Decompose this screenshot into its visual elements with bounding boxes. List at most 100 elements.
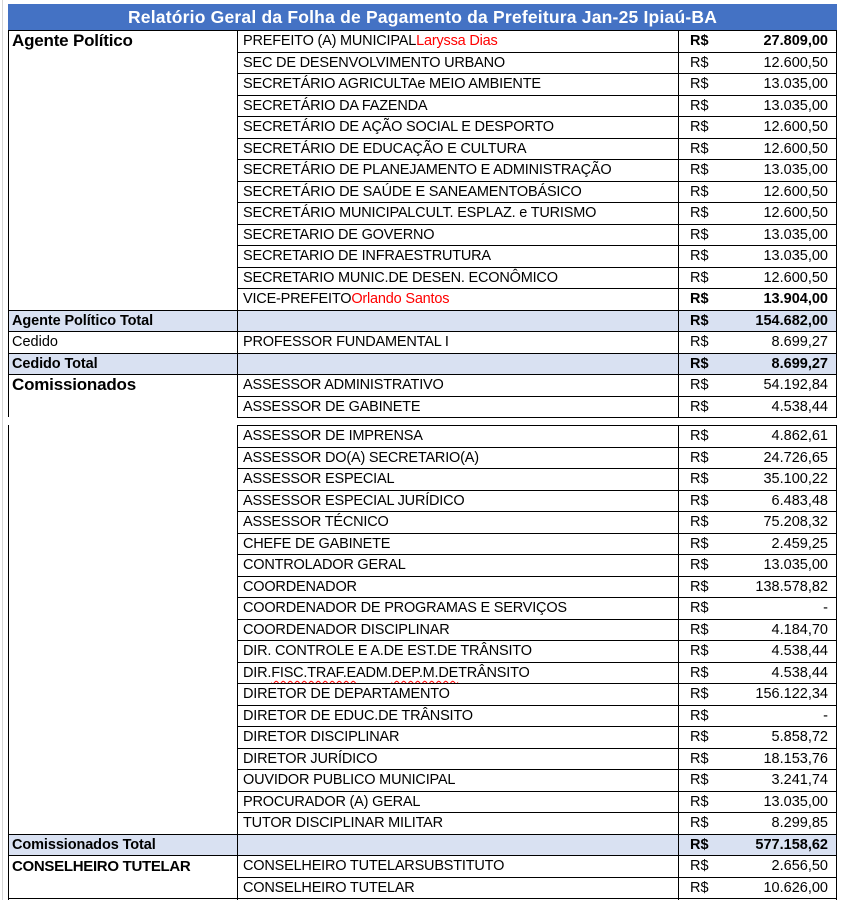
category-cell[interactable]: Cedido [8, 331, 237, 353]
amount-cell[interactable]: R$ 4.862,61 [678, 425, 837, 447]
category-cell[interactable] [8, 812, 237, 834]
position-cell[interactable] [237, 309, 678, 331]
amount-cell[interactable]: R$ 54.192,84 [678, 374, 837, 396]
category-cell[interactable] [8, 425, 237, 447]
category-cell[interactable] [8, 790, 237, 812]
amount-cell[interactable]: R$ 8.299,85 [678, 812, 837, 834]
position-cell[interactable]: TUTOR DISCIPLINAR MILITAR [237, 812, 678, 834]
position-cell[interactable]: ASSESSOR ESPECIAL JURÍDICO [237, 489, 678, 511]
amount-cell[interactable]: R$ 12.600,50 [678, 202, 837, 224]
amount-cell[interactable]: R$ 2.656,50 [678, 855, 837, 877]
category-cell[interactable] [8, 116, 237, 138]
category-cell[interactable] [8, 51, 237, 73]
report-title[interactable]: Relatório Geral da Folha de Pagamento da… [8, 4, 837, 30]
position-cell[interactable]: CONSELHEIRO TUTELARSUBSTITUTO [237, 855, 678, 877]
category-cell[interactable] [8, 468, 237, 490]
category-cell[interactable] [8, 575, 237, 597]
position-cell[interactable]: ASSESSOR DE IMPRENSA [237, 425, 678, 447]
position-cell[interactable]: SECRETÁRIO DE AÇÃO SOCIAL E DESPORTO [237, 116, 678, 138]
amount-cell[interactable]: R$ 10.626,00 [678, 876, 837, 898]
position-cell[interactable]: CHEFE DE GABINETE [237, 532, 678, 554]
category-cell[interactable] [8, 180, 237, 202]
position-cell[interactable]: SECRETARIO DE INFRAESTRUTURA [237, 245, 678, 267]
amount-cell[interactable]: R$ 13.035,00 [678, 223, 837, 245]
position-cell[interactable]: SEC DE DESENVOLVIMENTO URBANO [237, 51, 678, 73]
category-cell[interactable] [8, 202, 237, 224]
amount-cell[interactable]: R$ 13.035,00 [678, 790, 837, 812]
position-cell[interactable]: SECRETÁRIO DE PLANEJAMENTO E ADMINISTRAÇ… [237, 159, 678, 181]
amount-cell[interactable]: R$ - [678, 597, 837, 619]
amount-cell[interactable]: R$ 4.538,44 [678, 661, 837, 683]
position-cell[interactable]: SECRETARIO DE GOVERNO [237, 223, 678, 245]
category-cell[interactable] [8, 704, 237, 726]
amount-cell[interactable]: R$ 12.600,50 [678, 266, 837, 288]
category-cell[interactable] [8, 747, 237, 769]
position-cell[interactable]: ASSESSOR TÉCNICO [237, 511, 678, 533]
amount-cell[interactable]: R$ - [678, 704, 837, 726]
category-cell[interactable]: Comissionados [8, 374, 237, 396]
category-cell[interactable]: Cedido Total [8, 352, 237, 374]
amount-cell[interactable]: R$ 13.035,00 [678, 245, 837, 267]
position-cell[interactable]: SECRETÁRIO AGRICULTAe MEIO AMBIENTE [237, 73, 678, 95]
category-cell[interactable] [8, 726, 237, 748]
category-cell[interactable]: Agente Político Total [8, 309, 237, 331]
category-cell[interactable] [8, 683, 237, 705]
position-cell[interactable]: COORDENADOR DE PROGRAMAS E SERVIÇOS [237, 597, 678, 619]
category-cell[interactable] [8, 395, 237, 417]
amount-cell[interactable]: R$ 4.538,44 [678, 395, 837, 417]
position-cell[interactable]: COORDENADOR DISCIPLINAR [237, 618, 678, 640]
category-cell[interactable] [8, 73, 237, 95]
position-cell[interactable]: DIRETOR DISCIPLINAR [237, 726, 678, 748]
category-cell[interactable] [8, 159, 237, 181]
category-cell[interactable] [8, 618, 237, 640]
amount-cell[interactable]: R$ 156.122,34 [678, 683, 837, 705]
amount-cell[interactable]: R$ 13.035,00 [678, 73, 837, 95]
category-cell[interactable] [8, 640, 237, 662]
position-cell[interactable]: DIRETOR DE EDUC.DE TRÂNSITO [237, 704, 678, 726]
amount-cell[interactable]: R$ 24.726,65 [678, 446, 837, 468]
position-cell[interactable]: SECRETÁRIO MUNICIPALCULT. ESPLAZ. e TURI… [237, 202, 678, 224]
category-cell[interactable] [8, 876, 237, 898]
amount-cell[interactable]: R$ 6.483,48 [678, 489, 837, 511]
position-cell[interactable]: PREFEITO (A) MUNICIPAL Laryssa Dias [237, 30, 678, 52]
position-cell[interactable]: SECRETÁRIO DE EDUCAÇÃO E CULTURA [237, 137, 678, 159]
amount-cell[interactable]: R$ 4.538,44 [678, 640, 837, 662]
amount-cell[interactable]: R$ 2.459,25 [678, 532, 837, 554]
position-cell[interactable]: VICE-PREFEITO Orlando Santos [237, 288, 678, 310]
category-cell[interactable]: CONSELHEIRO TUTELAR [8, 855, 237, 877]
position-cell[interactable]: CONTROLADOR GERAL [237, 554, 678, 576]
category-cell[interactable] [8, 245, 237, 267]
position-cell[interactable]: DIR. FISC.TRAF.E ADM. DEP.M.DE TRÂNSITO [237, 661, 678, 683]
position-cell[interactable]: DIRETOR JURÍDICO [237, 747, 678, 769]
amount-cell[interactable]: R$ 577.158,62 [678, 833, 837, 855]
amount-cell[interactable]: R$ 138.578,82 [678, 575, 837, 597]
amount-cell[interactable]: R$ 35.100,22 [678, 468, 837, 490]
position-cell[interactable]: ASSESSOR DO(A) SECRETARIO(A) [237, 446, 678, 468]
amount-cell[interactable]: R$ 8.699,27 [678, 331, 837, 353]
category-cell[interactable] [8, 661, 237, 683]
amount-cell[interactable]: R$ 3.241,74 [678, 769, 837, 791]
amount-cell[interactable]: R$ 8.699,27 [678, 352, 837, 374]
amount-cell[interactable]: R$ 13.035,00 [678, 554, 837, 576]
position-cell[interactable] [237, 898, 678, 900]
amount-cell[interactable]: R$ 12.600,50 [678, 51, 837, 73]
position-cell[interactable] [237, 833, 678, 855]
position-cell[interactable]: OUVIDOR PUBLICO MUNICIPAL [237, 769, 678, 791]
category-cell[interactable] [8, 511, 237, 533]
amount-cell[interactable]: R$ 12.600,50 [678, 180, 837, 202]
amount-cell[interactable]: R$ 18.153,76 [678, 747, 837, 769]
category-cell[interactable] [8, 94, 237, 116]
amount-cell[interactable]: R$ 75.208,32 [678, 511, 837, 533]
category-cell[interactable]: Comissionados Total [8, 833, 237, 855]
category-cell[interactable] [8, 137, 237, 159]
amount-cell[interactable]: R$ 4.184,70 [678, 618, 837, 640]
category-cell[interactable] [8, 898, 237, 900]
category-cell[interactable] [8, 266, 237, 288]
amount-cell[interactable]: R$ 13.904,00 [678, 288, 837, 310]
position-cell[interactable]: ASSESSOR DE GABINETE [237, 395, 678, 417]
amount-cell[interactable]: R$ 13.035,00 [678, 159, 837, 181]
position-cell[interactable]: DIR. CONTROLE E A.DE EST.DE TRÂNSITO [237, 640, 678, 662]
position-cell[interactable]: SECRETÁRIO DE SAÚDE E SANEAMENTOBÁSICO [237, 180, 678, 202]
position-cell[interactable]: COORDENADOR [237, 575, 678, 597]
position-cell[interactable] [237, 352, 678, 374]
